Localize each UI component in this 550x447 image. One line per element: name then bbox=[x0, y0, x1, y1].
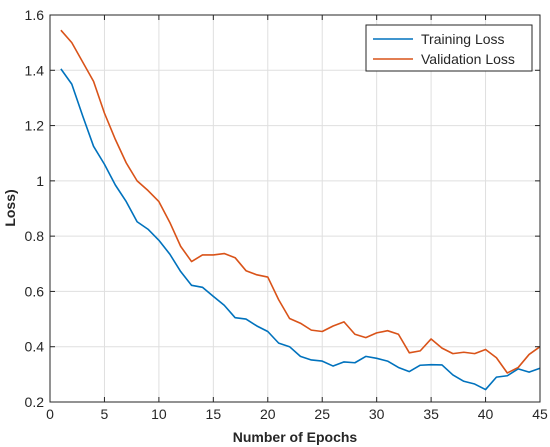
series-group bbox=[60, 29, 541, 391]
y-tick-label: 0.6 bbox=[25, 283, 45, 299]
y-tick-label: 0.2 bbox=[25, 394, 45, 410]
legend-label-training-loss: Training Loss bbox=[421, 31, 505, 47]
y-tick-label: 0.8 bbox=[25, 228, 45, 244]
x-axis-label: Number of Epochs bbox=[233, 429, 358, 445]
y-tick-label: 1.4 bbox=[25, 62, 45, 78]
legend: Training Loss Validation Loss bbox=[365, 24, 533, 72]
x-tick-label: 35 bbox=[423, 406, 439, 422]
x-tick-label: 30 bbox=[369, 406, 385, 422]
y-tick-label: 1.6 bbox=[25, 7, 45, 23]
x-tick-label: 0 bbox=[46, 406, 54, 422]
x-tick-label: 40 bbox=[478, 406, 494, 422]
legend-label-validation-loss: Validation Loss bbox=[421, 51, 515, 67]
x-tick-label: 25 bbox=[314, 406, 330, 422]
x-axis-ticks: 0 5 10 15 20 25 30 35 40 45 bbox=[46, 15, 548, 422]
y-tick-label: 1 bbox=[36, 173, 44, 189]
legend-box bbox=[365, 24, 533, 72]
y-axis-ticks: 0.2 0.4 0.6 0.8 1 1.2 1.4 1.6 bbox=[25, 7, 540, 410]
x-tick-label: 20 bbox=[260, 406, 276, 422]
x-tick-label: 10 bbox=[151, 406, 167, 422]
plot-frame bbox=[49, 14, 541, 403]
y-tick-label: 0.4 bbox=[25, 339, 45, 355]
x-tick-label: 5 bbox=[101, 406, 109, 422]
y-tick-label: 1.2 bbox=[25, 118, 45, 134]
series-line-training-loss bbox=[60, 68, 541, 391]
x-tick-label: 45 bbox=[532, 406, 548, 422]
x-tick-label: 15 bbox=[206, 406, 222, 422]
plot-background bbox=[50, 15, 540, 402]
series-line-validation-loss bbox=[60, 29, 541, 374]
y-axis-label: Loss) bbox=[2, 189, 18, 226]
